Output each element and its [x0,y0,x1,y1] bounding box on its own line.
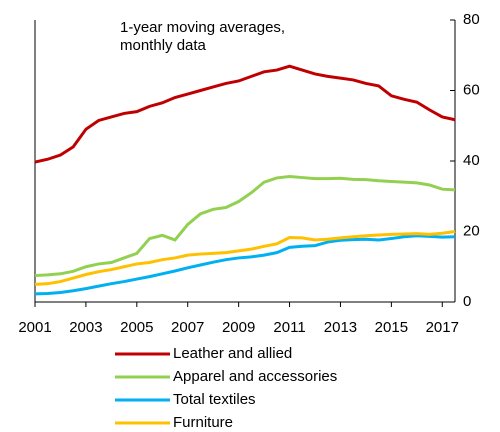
legend-label: Total textiles [173,391,256,408]
y-tick-label: 40 [463,152,480,169]
x-tick-label: 2003 [69,319,102,336]
y-tick-label: 60 [463,81,480,98]
y-tick-label: 0 [463,293,471,310]
x-tick-label: 2015 [375,319,408,336]
x-tick-label: 2005 [120,319,153,336]
x-tick-label: 2011 [273,319,305,336]
x-tick-label: 2001 [18,319,51,336]
legend-label: Apparel and accessories [173,368,337,385]
x-tick-label: 2009 [222,319,255,336]
legend-label: Leather and allied [173,345,292,362]
y-tick-label: 80 [463,11,480,28]
y-tick-label: 20 [463,222,480,239]
annotation: monthly data [120,37,207,54]
series-line [34,234,456,296]
series-line [34,230,456,286]
series-line [34,64,456,164]
legend-label: Furniture [173,414,233,427]
annotation: 1-year moving averages, [120,19,285,36]
series-line [34,175,456,278]
x-tick-label: 2007 [171,319,204,336]
x-tick-label: 2017 [426,319,459,336]
x-tick-label: 2013 [324,319,357,336]
